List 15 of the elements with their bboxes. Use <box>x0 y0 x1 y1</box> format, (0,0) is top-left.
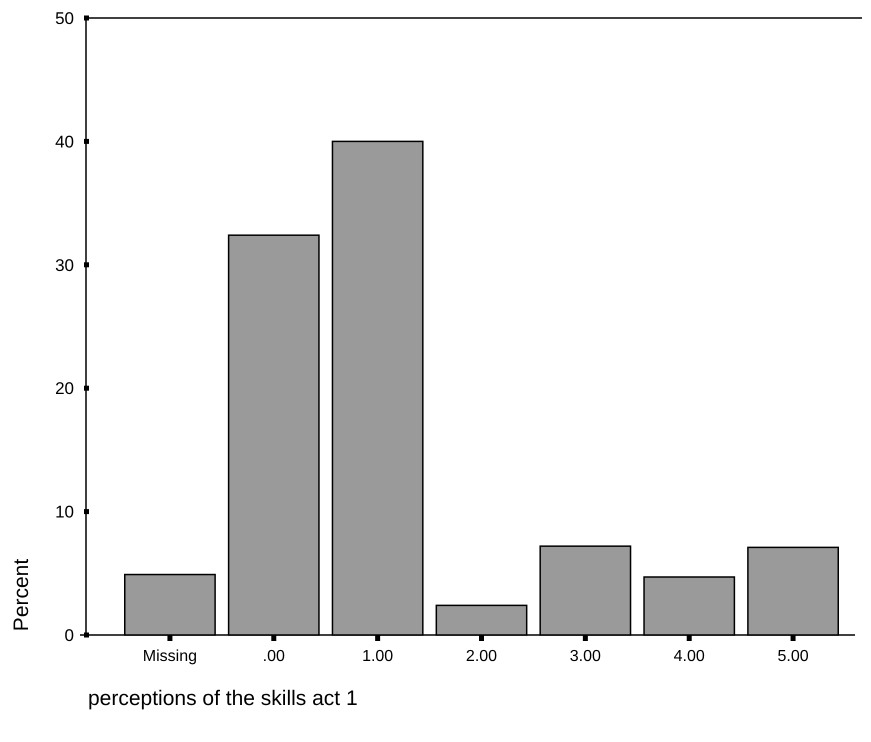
x-tick-label: 4.00 <box>674 648 705 665</box>
y-tick-label: 20 <box>55 379 74 398</box>
y-axis-title: Percent <box>10 558 33 632</box>
x-axis-title: perceptions of the skills act 1 <box>88 687 358 710</box>
x-tick-label: 1.00 <box>362 648 394 665</box>
x-tick-label: Missing <box>142 648 198 665</box>
x-tick-label: 5.00 <box>778 648 809 665</box>
x-tick-label: 2.00 <box>466 648 498 665</box>
y-tick-label: 0 <box>64 626 74 645</box>
x-tick-label: .00 <box>262 648 286 665</box>
y-tick-label: 30 <box>55 256 74 275</box>
y-tick-label: 10 <box>55 502 74 522</box>
x-tick-label: 3.00 <box>570 648 602 665</box>
y-tick-label: 50 <box>55 8 74 28</box>
y-tick-label: 40 <box>55 132 74 152</box>
